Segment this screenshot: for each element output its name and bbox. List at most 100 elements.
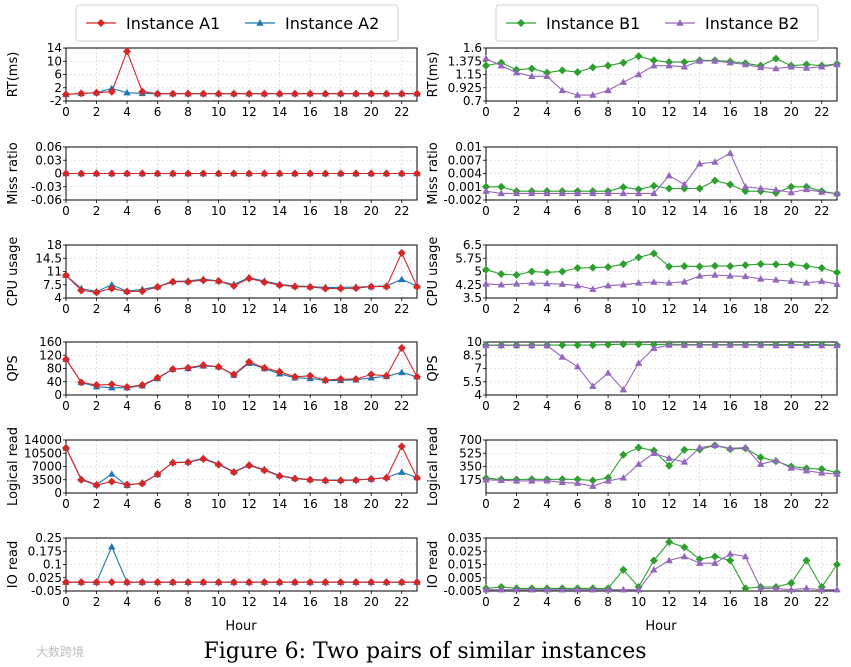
data-point-A1: [107, 380, 116, 389]
data-point-A1: [382, 371, 391, 380]
data-point-A2: [398, 275, 406, 283]
data-point-A1: [229, 578, 238, 587]
data-point-B2: [802, 64, 811, 71]
data-point-B1: [649, 556, 658, 565]
x-tick-label: 16: [303, 105, 318, 119]
data-point-B2: [756, 63, 765, 71]
data-point-A1: [397, 248, 406, 257]
series-line-A1: [65, 346, 418, 388]
data-point-B2: [528, 189, 536, 197]
data-point-A1: [107, 284, 116, 293]
x-tick-label: 8: [184, 497, 192, 511]
x-tick-label: 18: [753, 497, 768, 511]
x-tick-label: 0: [62, 302, 70, 316]
y-tick-label: 0.005: [448, 571, 482, 585]
x-tick-label: 18: [333, 497, 348, 511]
data-point-B2: [711, 271, 719, 278]
data-point-B2: [619, 78, 628, 85]
data-point-B2: [543, 341, 551, 349]
x-tick-label: 22: [814, 302, 829, 316]
data-point-B2: [558, 478, 567, 486]
data-point-B1: [573, 68, 582, 77]
data-point-B2: [604, 189, 612, 197]
data-point-A1: [306, 169, 315, 178]
data-point-A1: [275, 471, 284, 480]
series-A2: [62, 84, 421, 98]
y-tick-label: 6: [54, 68, 62, 82]
data-point-B2: [726, 341, 734, 348]
x-tick-label: 20: [364, 204, 379, 218]
data-point-B2: [650, 449, 658, 456]
data-point-B2: [589, 91, 597, 98]
series-B2: [482, 341, 841, 393]
data-point-B2: [818, 277, 826, 284]
x-tick-label: 20: [784, 497, 799, 511]
data-point-A1: [123, 578, 132, 587]
data-point-B1: [710, 552, 719, 561]
plot-frame: [65, 341, 418, 396]
data-point-B1: [665, 461, 674, 470]
data-point-B2: [787, 188, 795, 196]
data-point-A1: [214, 169, 223, 178]
data-point-B1: [619, 260, 628, 269]
data-point-A1: [412, 473, 422, 482]
data-point-A1: [199, 578, 208, 587]
y-tick-label: 80: [47, 362, 62, 376]
x-tick-label: 10: [631, 595, 646, 609]
data-point-A1: [321, 476, 330, 485]
data-point-B2: [726, 272, 734, 279]
data-point-B2: [726, 444, 734, 452]
y-tick-label: 700: [459, 433, 482, 447]
data-point-A1: [275, 89, 284, 98]
data-point-A1: [321, 89, 330, 98]
legend-marker-A2: [256, 19, 264, 26]
data-point-B2: [695, 559, 704, 566]
data-point-B1: [726, 180, 735, 189]
data-point-B2: [802, 185, 811, 193]
x-tick-label: 12: [661, 105, 676, 119]
data-point-A1: [351, 169, 360, 178]
data-point-B1: [665, 262, 674, 271]
plot-frame: [65, 537, 418, 592]
data-point-A1: [153, 169, 162, 178]
data-point-A1: [123, 47, 132, 56]
data-point-B1: [497, 182, 506, 191]
data-point-A1: [214, 276, 223, 285]
data-point-B2: [604, 369, 612, 376]
data-point-A1: [367, 89, 376, 98]
y-tick-label: 0.25: [35, 531, 62, 545]
data-point-A1: [138, 87, 147, 96]
y-tick-label: 525: [459, 446, 482, 460]
data-point-B1: [588, 341, 597, 350]
data-point-B2: [512, 341, 521, 349]
data-point-B2: [573, 362, 582, 370]
data-point-A1: [290, 89, 299, 98]
data-point-A1: [184, 277, 193, 286]
x-tick-label: 0: [482, 105, 490, 119]
data-point-B2: [650, 565, 658, 573]
data-point-A1: [138, 578, 147, 587]
x-tick-label: 6: [154, 302, 162, 316]
data-point-A1: [412, 169, 422, 178]
data-point-A1: [214, 89, 223, 98]
x-tick-label: 6: [574, 595, 582, 609]
data-point-B2: [512, 585, 521, 593]
y-tick-label: 0.925: [448, 81, 482, 95]
y-tick-label: 0.1: [43, 558, 62, 572]
series-A1: [61, 442, 422, 490]
y-axis-label: RT(ms): [426, 52, 441, 98]
data-point-B2: [497, 585, 505, 593]
x-tick-label: 2: [513, 595, 521, 609]
x-tick-label: 14: [692, 595, 707, 609]
data-point-B2: [589, 189, 597, 197]
x-tick-label: 12: [661, 302, 676, 316]
data-point-A1: [77, 475, 86, 484]
plot-frame: [65, 439, 418, 494]
data-point-A2: [398, 368, 406, 376]
y-axis-label: IO read: [426, 541, 441, 588]
data-point-B2: [818, 341, 826, 349]
data-point-A1: [168, 365, 177, 374]
